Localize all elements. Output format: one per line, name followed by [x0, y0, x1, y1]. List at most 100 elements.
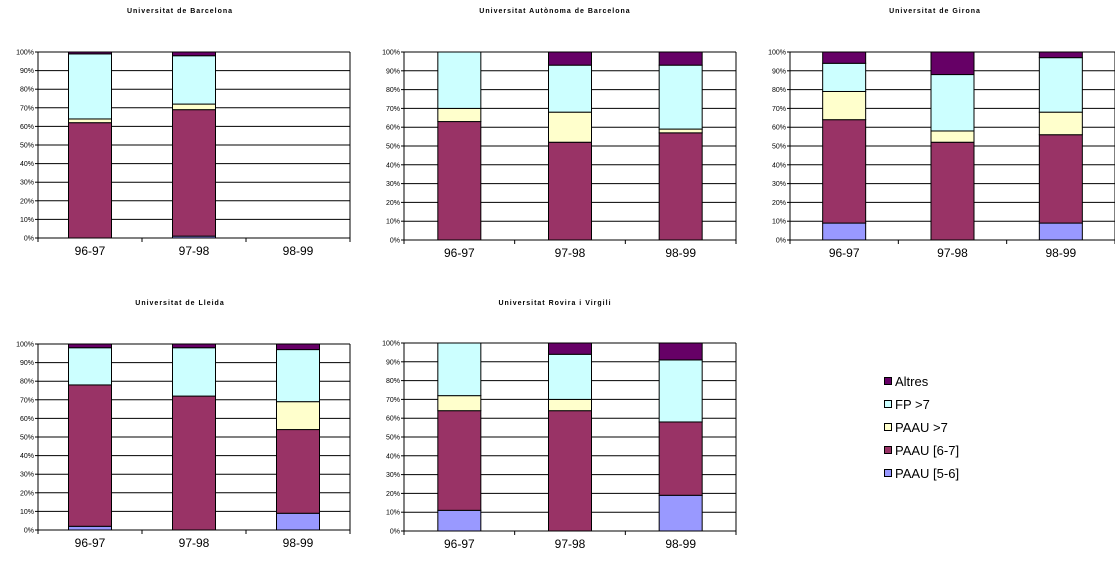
y-tick-label: 20%	[386, 200, 400, 207]
bar-segment	[172, 109, 216, 237]
bar-segment	[548, 141, 592, 241]
y-tick-label: 60%	[772, 125, 786, 132]
bar-segment	[1038, 111, 1083, 136]
y-tick-label: 0%	[24, 236, 34, 243]
y-tick-label: 70%	[20, 397, 34, 404]
x-tick-label: 98-99	[665, 537, 696, 551]
y-tick-label: 90%	[20, 360, 34, 367]
bar-segment	[68, 53, 112, 120]
x-tick-label: 98-99	[283, 244, 314, 258]
bar-segment	[548, 398, 592, 412]
x-tick-label: 96-97	[444, 246, 475, 260]
bar-segment	[822, 222, 867, 241]
chart-panel-lleida: Universitat de Lleida 0% 10% 20% 30% 40% 50% 6…	[0, 300, 360, 554]
bar-segment	[658, 64, 703, 130]
bar-segment	[658, 51, 703, 66]
bar-segment	[437, 395, 482, 412]
y-tick-label: 10%	[386, 219, 400, 226]
chart-legend: Altres FP >7 PAAU >7 PAAU [6-7] PAAU [5-…	[884, 367, 1024, 495]
y-tick-label: 10%	[20, 217, 34, 224]
legend-item-paau-7: PAAU >7	[884, 417, 948, 437]
bar-segment	[68, 343, 112, 349]
bar-segment	[172, 343, 216, 349]
y-tick-label: 70%	[386, 106, 400, 113]
legend-label: PAAU [5-6]	[895, 465, 960, 481]
chart-plot: 0% 10% 20% 30% 40% 50% 60% 70% 80% 90% 100% 96-97 97…	[382, 341, 737, 551]
x-tick-label: 98-99	[283, 536, 314, 550]
bar-segment	[548, 410, 592, 532]
bar-segment	[437, 410, 482, 511]
bar-segment	[548, 342, 592, 355]
legend-label: PAAU [6-7]	[895, 442, 960, 458]
chart-title: Universitat de Lleida	[135, 300, 225, 307]
bar-segment	[658, 421, 703, 496]
bar-segment	[68, 525, 112, 531]
x-tick-label: 98-99	[1045, 246, 1076, 260]
y-tick-label: 60%	[20, 124, 34, 131]
bar-segment	[276, 343, 320, 351]
y-tick-label: 0%	[390, 238, 400, 245]
bar-segment	[68, 118, 112, 124]
y-tick-label: 60%	[386, 125, 400, 132]
y-tick-label: 90%	[772, 68, 786, 75]
y-tick-label: 70%	[20, 105, 34, 112]
chart-plot: 0% 10% 20% 30% 40% 50% 60% 70% 80% 90% 100% 96-97 97…	[382, 50, 737, 260]
bar-segment	[548, 64, 592, 113]
x-tick-label: 97-98	[179, 244, 210, 258]
y-tick-label: 90%	[20, 68, 34, 75]
bar-segment	[68, 122, 112, 239]
bar-segment	[930, 74, 975, 132]
y-tick-label: 40%	[20, 161, 34, 168]
y-tick-label: 90%	[386, 359, 400, 366]
x-tick-label: 97-98	[555, 246, 586, 260]
y-tick-label: 0%	[390, 529, 400, 536]
chart-plot: 0% 10% 20% 30% 40% 50% 60% 70% 80% 90% 100% 96-97 97…	[16, 50, 351, 258]
y-tick-label: 90%	[386, 68, 400, 75]
y-tick-label: 20%	[20, 490, 34, 497]
bar-segment	[172, 55, 216, 105]
bar-segment	[276, 401, 320, 431]
y-tick-label: 30%	[20, 472, 34, 479]
chart-panel-autonoma: Universitat Autònoma de Barcelona 0% 10% 2…	[370, 8, 740, 278]
y-tick-label: 40%	[20, 453, 34, 460]
legend-label: Altres	[895, 373, 929, 389]
bar-segment	[276, 512, 320, 531]
y-tick-label: 50%	[386, 435, 400, 442]
bar-segment	[658, 359, 703, 423]
bar-segment	[822, 51, 867, 64]
bar-segment	[658, 132, 703, 241]
x-tick-label: 98-99	[665, 246, 696, 260]
bar-segment	[68, 384, 112, 527]
legend-swatch	[884, 446, 892, 454]
bar-segment	[658, 494, 703, 532]
legend-item-paau-5-6: PAAU [5-6]	[884, 463, 959, 483]
x-tick-label: 96-97	[75, 244, 106, 258]
bar-segment	[172, 103, 216, 111]
y-tick-label: 20%	[20, 198, 34, 205]
bar-segment	[548, 111, 592, 143]
legend-swatch	[884, 469, 892, 477]
bar-segment	[437, 509, 482, 532]
y-tick-label: 20%	[772, 200, 786, 207]
y-tick-label: 100%	[382, 341, 400, 348]
bar-segment	[437, 342, 482, 397]
y-tick-label: 80%	[20, 379, 34, 386]
y-tick-label: 50%	[386, 144, 400, 151]
y-tick-label: 0%	[776, 238, 786, 245]
bar-segment	[822, 90, 867, 121]
x-tick-label: 97-98	[179, 536, 210, 550]
bar-segment	[930, 141, 975, 241]
bar-segment	[172, 51, 216, 57]
bar-segment	[822, 119, 867, 224]
legend-label: FP >7	[895, 396, 930, 412]
bar-segment	[68, 347, 112, 386]
y-tick-label: 80%	[386, 378, 400, 385]
y-tick-label: 100%	[16, 342, 34, 349]
legend-swatch	[884, 377, 892, 385]
y-tick-label: 0%	[24, 528, 34, 535]
y-tick-label: 50%	[20, 143, 34, 150]
bar-segment	[1038, 51, 1083, 59]
x-tick-label: 96-97	[75, 536, 106, 550]
bar-segment	[172, 347, 216, 397]
y-tick-label: 50%	[772, 144, 786, 151]
